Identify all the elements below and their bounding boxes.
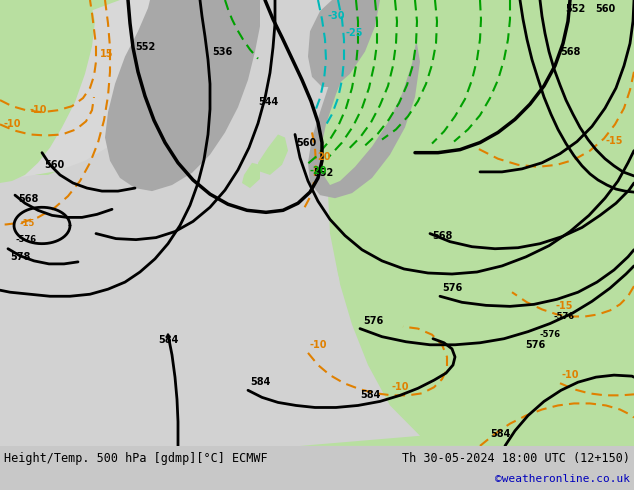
Polygon shape (0, 0, 95, 183)
Polygon shape (0, 0, 148, 175)
Text: 576: 576 (442, 283, 462, 293)
Polygon shape (105, 0, 260, 191)
Text: -576: -576 (554, 312, 575, 321)
Text: 552: 552 (135, 42, 155, 51)
Text: -10: -10 (30, 105, 48, 115)
Text: 560: 560 (595, 4, 615, 14)
Text: ©weatheronline.co.uk: ©weatheronline.co.uk (495, 474, 630, 484)
Text: 584: 584 (158, 335, 178, 345)
Text: 560: 560 (44, 160, 64, 170)
Text: -10: -10 (562, 370, 579, 380)
Text: -15: -15 (20, 219, 36, 228)
Text: 15: 15 (100, 49, 113, 59)
Polygon shape (308, 0, 420, 198)
Polygon shape (308, 0, 380, 87)
Text: 578: 578 (10, 252, 30, 262)
Text: 576: 576 (363, 316, 383, 325)
Text: 576: 576 (525, 340, 545, 350)
Text: 584: 584 (250, 377, 270, 387)
Polygon shape (0, 0, 162, 446)
Text: 560: 560 (296, 138, 316, 147)
Text: -10: -10 (310, 340, 328, 350)
Polygon shape (300, 0, 634, 446)
Text: Th 30-05-2024 18:00 UTC (12+150): Th 30-05-2024 18:00 UTC (12+150) (402, 452, 630, 465)
Text: 584: 584 (360, 391, 380, 400)
Polygon shape (242, 163, 260, 188)
Text: 552: 552 (313, 168, 333, 178)
Text: -10: -10 (4, 120, 22, 129)
Text: -10: -10 (392, 382, 410, 392)
Text: -20: -20 (310, 166, 328, 176)
Text: 536: 536 (212, 47, 232, 56)
Text: 552: 552 (565, 4, 585, 14)
Polygon shape (320, 0, 420, 185)
Text: -30: -30 (328, 11, 346, 21)
Text: -576: -576 (15, 235, 36, 244)
Polygon shape (258, 134, 288, 175)
Text: -576: -576 (540, 330, 561, 339)
Text: 584: 584 (490, 429, 510, 439)
Text: 568: 568 (432, 231, 453, 241)
Text: 568: 568 (560, 47, 580, 56)
Text: 544: 544 (258, 97, 278, 107)
Text: Height/Temp. 500 hPa [gdmp][°C] ECMWF: Height/Temp. 500 hPa [gdmp][°C] ECMWF (4, 452, 268, 465)
Text: -25: -25 (346, 28, 363, 38)
Text: -15: -15 (606, 136, 623, 146)
Polygon shape (328, 0, 634, 446)
Text: 20: 20 (317, 152, 330, 162)
Text: -15: -15 (556, 301, 574, 311)
Text: 568: 568 (18, 194, 39, 204)
